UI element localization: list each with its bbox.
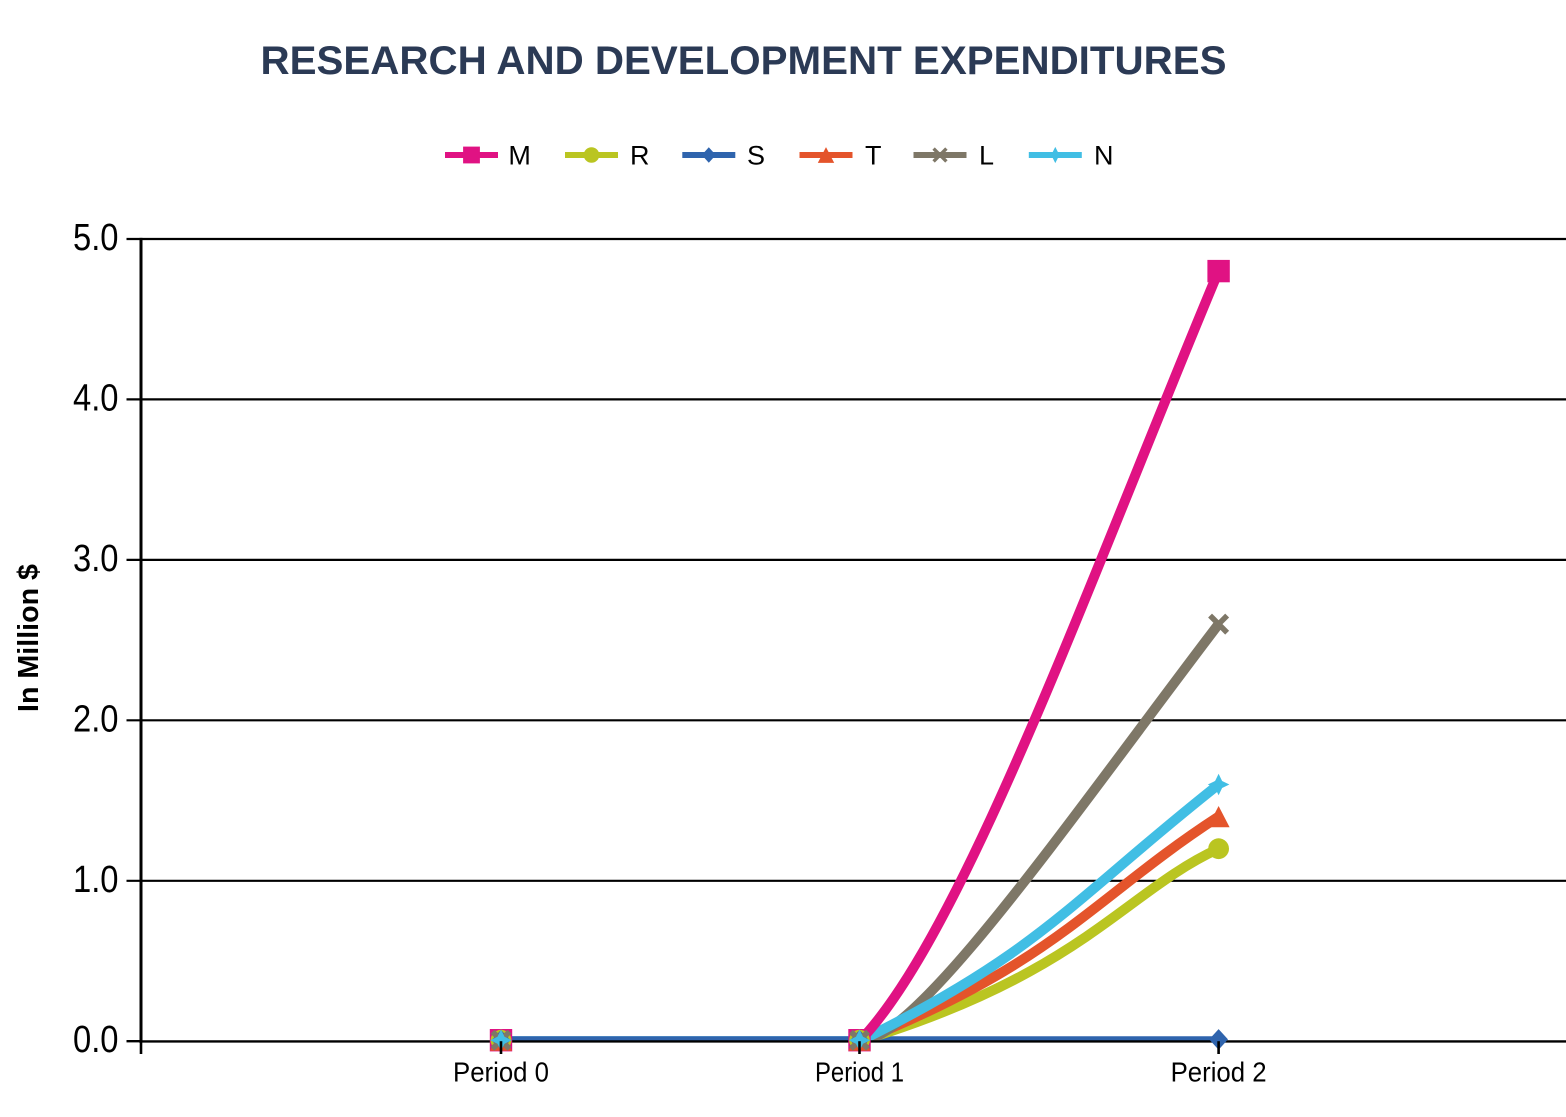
svg-text:RESEARCH AND DEVELOPMENT EXPEN: RESEARCH AND DEVELOPMENT EXPENDITURES bbox=[261, 39, 1227, 83]
svg-text:3.0: 3.0 bbox=[73, 538, 119, 580]
svg-text:In Million $: In Million $ bbox=[13, 564, 45, 712]
svg-text:5.0: 5.0 bbox=[73, 217, 119, 259]
svg-text:0.0: 0.0 bbox=[73, 1019, 119, 1061]
svg-text:Period 2: Period 2 bbox=[1171, 1057, 1267, 1088]
svg-text:N: N bbox=[1094, 141, 1114, 171]
svg-text:S: S bbox=[747, 141, 765, 171]
svg-text:L: L bbox=[979, 141, 994, 171]
svg-text:2.0: 2.0 bbox=[73, 698, 119, 740]
svg-text:M: M bbox=[508, 141, 531, 171]
svg-text:T: T bbox=[865, 141, 882, 171]
svg-text:4.0: 4.0 bbox=[73, 377, 119, 419]
svg-text:Period 0: Period 0 bbox=[453, 1057, 549, 1088]
svg-text:Period 1: Period 1 bbox=[815, 1057, 904, 1088]
svg-text:R: R bbox=[630, 141, 650, 171]
svg-text:1.0: 1.0 bbox=[73, 859, 119, 901]
